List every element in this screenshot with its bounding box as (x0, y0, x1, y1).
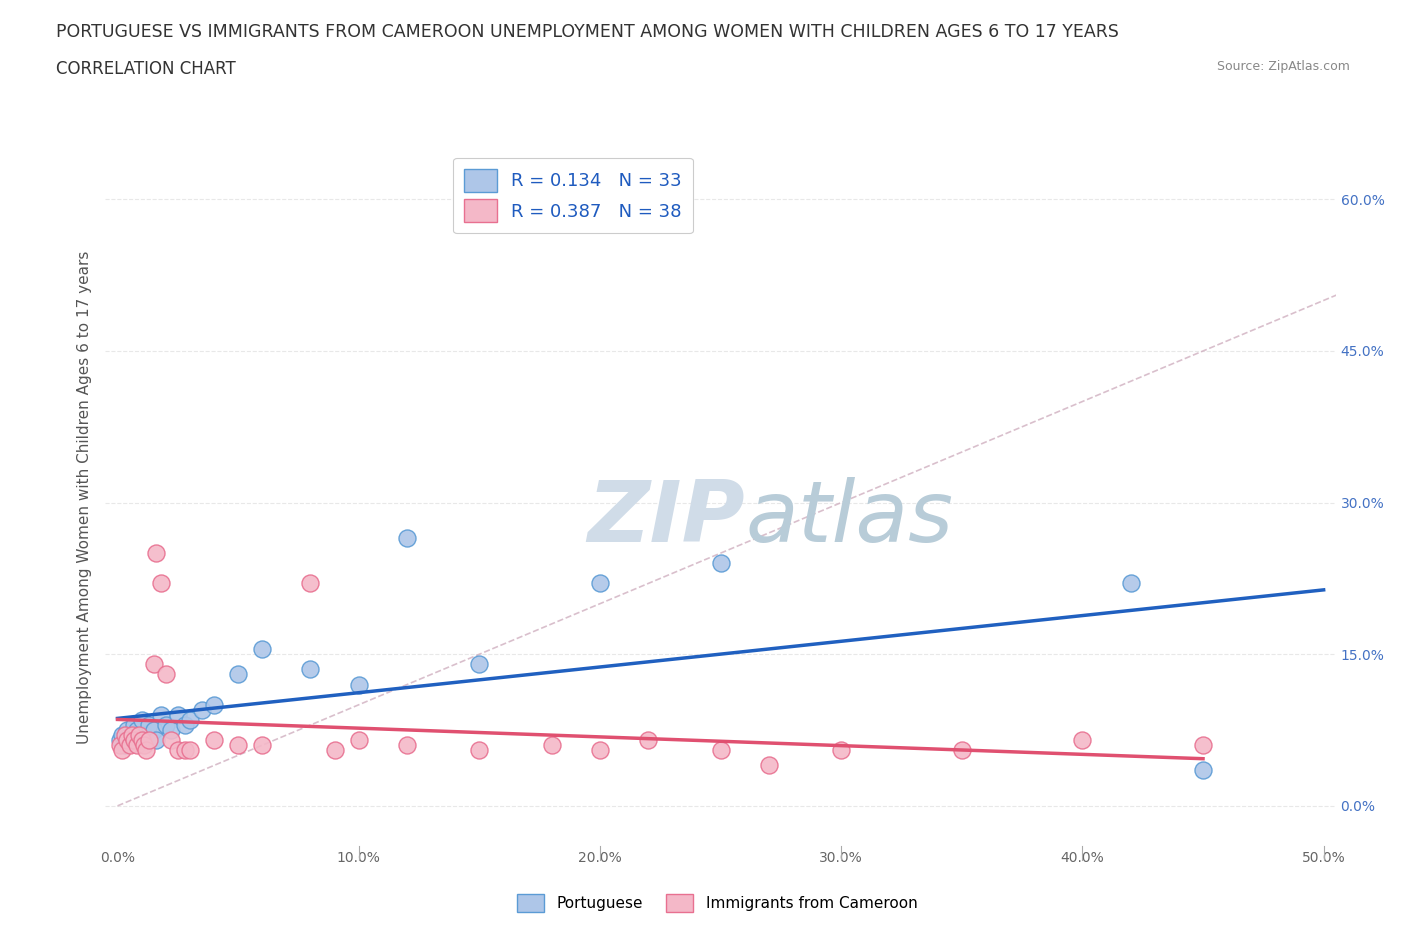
Point (709, 743, 731, 758)
Point (124, 718, 146, 733)
Text: CORRELATION CHART: CORRELATION CHART (56, 60, 236, 78)
Point (830, 743, 852, 758)
Point (135, 733, 157, 748)
Point (758, 758, 780, 773)
Text: PORTUGUESE VS IMMIGRANTS FROM CAMEROON UNEMPLOYMENT AMONG WOMEN WITH CHILDREN AG: PORTUGUESE VS IMMIGRANTS FROM CAMEROON U… (56, 23, 1119, 41)
Point (159, 733, 181, 748)
Point (131, 733, 153, 748)
Point (115, 723, 138, 737)
Point (709, 556, 731, 571)
Point (174, 718, 197, 733)
Point (540, 737, 562, 752)
Point (1119, 576, 1142, 591)
Legend: Portuguese, Immigrants from Cameroon: Portuguese, Immigrants from Cameroon (510, 888, 924, 918)
Point (108, 733, 131, 748)
Text: atlas: atlas (745, 477, 953, 560)
Point (155, 718, 177, 733)
Point (226, 667, 249, 682)
Point (111, 743, 134, 758)
Point (226, 737, 249, 752)
Point (132, 737, 155, 752)
Point (145, 546, 167, 561)
Point (252, 737, 274, 752)
Point (142, 723, 165, 737)
Point (118, 737, 141, 752)
Point (125, 737, 148, 752)
Legend: R = 0.134   N = 33, R = 0.387   N = 38: R = 0.134 N = 33, R = 0.387 N = 38 (453, 158, 693, 233)
Point (125, 723, 148, 737)
Point (114, 727, 136, 742)
Point (395, 530, 418, 545)
Text: ZIP: ZIP (588, 477, 745, 560)
Point (108, 737, 131, 752)
Point (145, 733, 167, 748)
Point (1071, 733, 1094, 748)
Point (118, 733, 141, 748)
Point (149, 708, 172, 723)
Point (950, 743, 973, 758)
Point (179, 743, 201, 758)
Point (135, 743, 157, 758)
Point (138, 718, 160, 733)
Point (468, 657, 491, 671)
Point (191, 702, 214, 717)
Point (121, 727, 143, 742)
Point (128, 733, 150, 748)
Point (149, 576, 172, 591)
Point (1192, 737, 1215, 752)
Point (132, 727, 155, 742)
Point (115, 733, 138, 748)
Point (142, 657, 165, 671)
Point (589, 576, 612, 591)
Point (179, 712, 201, 727)
Point (347, 733, 370, 748)
Text: Source: ZipAtlas.com: Source: ZipAtlas.com (1216, 60, 1350, 73)
Point (114, 737, 136, 752)
Point (299, 576, 322, 591)
Point (323, 743, 346, 758)
Point (138, 733, 160, 748)
Point (121, 727, 143, 742)
Point (155, 667, 177, 682)
Point (252, 642, 274, 657)
Point (637, 733, 659, 748)
Point (202, 733, 225, 748)
Point (395, 737, 418, 752)
Point (1192, 763, 1215, 777)
Point (468, 743, 491, 758)
Point (131, 712, 153, 727)
Point (202, 698, 225, 712)
Point (111, 727, 134, 742)
Point (166, 743, 188, 758)
Point (124, 733, 146, 748)
Point (128, 727, 150, 742)
Point (174, 743, 197, 758)
Point (347, 677, 370, 692)
Point (589, 743, 612, 758)
Point (299, 662, 322, 677)
Y-axis label: Unemployment Among Women with Children Ages 6 to 17 years: Unemployment Among Women with Children A… (77, 251, 93, 744)
Point (159, 723, 181, 737)
Point (166, 708, 188, 723)
